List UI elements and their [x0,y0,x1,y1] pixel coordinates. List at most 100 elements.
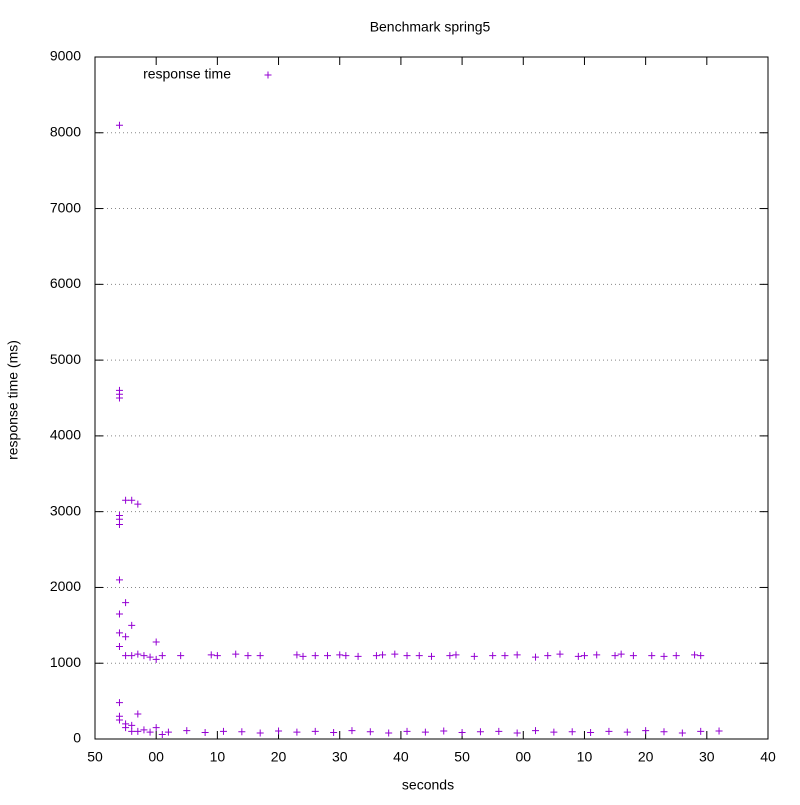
data-point [115,576,123,584]
data-point [678,729,686,737]
data-point [244,652,252,660]
data-point [128,727,136,735]
data-point [501,652,509,660]
data-point [122,599,130,607]
data-point [140,726,148,734]
data-point [715,727,723,735]
data-point [213,652,221,660]
data-point [146,653,154,661]
data-point [152,638,160,646]
data-point [556,650,564,658]
data-point [293,651,301,659]
data-point [660,728,668,736]
data-point [115,121,123,129]
y-tick-label: 5000 [50,351,81,367]
data-point [134,500,142,508]
data-point [146,728,154,736]
data-point [152,724,160,732]
data-point [611,652,619,660]
y-tick-label: 3000 [50,502,81,518]
data-point [691,651,699,659]
x-tick-label: 00 [148,749,164,765]
data-point [256,652,264,660]
data-point [532,653,540,661]
data-point [183,727,191,735]
data-point [372,652,380,660]
data-point [122,652,130,660]
chart-title: Benchmark spring5 [370,19,491,35]
data-point [391,650,399,658]
data-point [446,652,454,660]
data-point [648,652,656,660]
y-tick-label: 4000 [50,427,81,443]
data-point [348,727,356,735]
data-point [134,710,142,718]
data-point [617,650,625,658]
data-point [311,727,319,735]
y-axis-label: response time (ms) [5,340,21,460]
x-tick-label: 20 [271,749,287,765]
data-point [134,650,142,658]
data-point [354,652,362,660]
data-point [342,652,350,660]
data-point [660,652,668,660]
data-point [152,655,160,663]
data-point [605,727,613,735]
legend-marker [264,71,272,79]
x-tick-label: 10 [577,749,593,765]
y-tick-label: 0 [73,730,81,746]
x-tick-label: 20 [638,749,654,765]
data-point [574,652,582,660]
data-point [115,394,123,402]
data-point [232,650,240,658]
data-point [256,729,264,737]
data-point [311,652,319,660]
data-point [158,652,166,660]
data-point [623,728,631,736]
data-point [115,699,123,707]
data-point [299,652,307,660]
data-point [385,729,393,737]
data-point [164,728,172,736]
data-point [275,727,283,735]
data-point [128,496,136,504]
x-tick-label: 10 [210,749,226,765]
data-point [697,652,705,660]
data-point [115,643,123,651]
data-point [587,729,595,737]
x-tick-label: 40 [760,749,776,765]
data-point [495,727,503,735]
data-point [642,727,650,735]
y-tick-label: 1000 [50,654,81,670]
data-point [115,521,123,529]
data-point [177,652,185,660]
data-point [697,727,705,735]
x-tick-label: 50 [454,749,470,765]
data-point [115,610,123,618]
x-tick-label: 30 [332,749,348,765]
y-tick-label: 2000 [50,578,81,594]
data-point [379,651,387,659]
legend-label: response time [143,66,231,82]
x-tick-label: 30 [699,749,715,765]
data-point [330,729,338,737]
data-point [323,652,331,660]
data-point [470,652,478,660]
data-point [128,621,136,629]
x-tick-label: 40 [393,749,409,765]
data-point [428,652,435,660]
data-point [415,652,423,660]
plot-frame [94,56,769,740]
data-point [403,652,411,660]
data-point [128,652,136,660]
data-point [544,652,552,660]
data-point [550,728,558,736]
y-tick-label: 7000 [50,199,81,215]
data-point [158,730,166,738]
data-point [219,727,227,735]
y-tick-label: 8000 [50,123,81,139]
data-point [201,729,209,737]
data-point [458,729,466,737]
data-point [629,652,637,660]
